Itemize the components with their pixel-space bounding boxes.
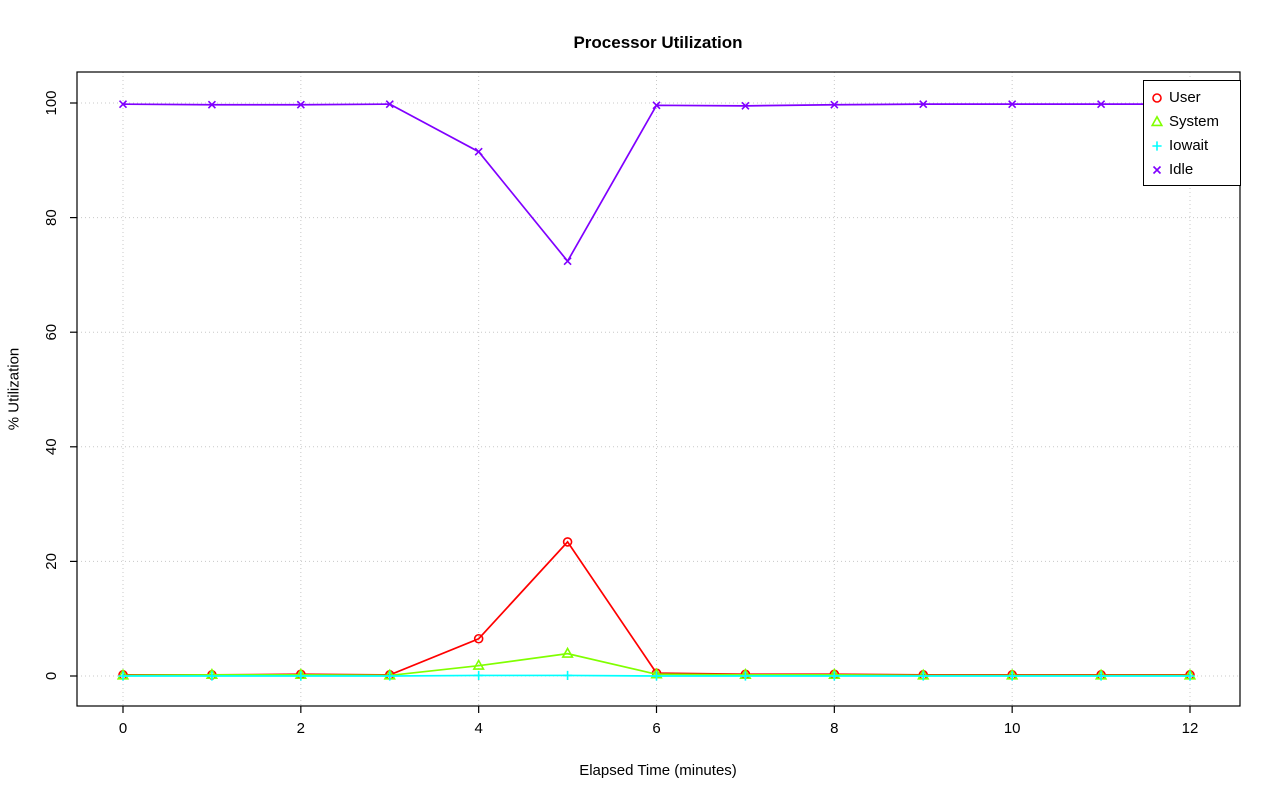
chart-title: Processor Utilization [573,33,743,52]
legend-item-system: System [1144,109,1240,133]
legend: User System Iowait Idle [1143,80,1241,186]
svg-text:20: 20 [43,553,60,570]
triangle-marker-icon [1149,113,1165,129]
svg-text:80: 80 [43,209,60,226]
y-axis-label: % Utilization [5,347,23,431]
tick-labels: 0 2 4 6 8 10 12 0 20 40 60 80 100 [43,90,1198,737]
x-axis-label: Elapsed Time (minutes) [579,762,737,779]
legend-label-idle: Idle [1169,160,1194,178]
x-marker-icon [1149,161,1165,177]
svg-text:100: 100 [43,90,60,115]
svg-text:0: 0 [43,672,60,680]
svg-text:12: 12 [1182,720,1199,737]
legend-item-idle: Idle [1144,157,1240,181]
svg-text:2: 2 [297,720,305,737]
legend-label-system: System [1169,112,1220,130]
legend-item-user: User [1144,85,1240,109]
legend-label-user: User [1169,88,1201,106]
axis-ticks [70,102,1191,713]
svg-text:0: 0 [119,720,127,737]
legend-item-iowait: Iowait [1144,133,1240,157]
svg-text:10: 10 [1004,720,1021,737]
gridlines [77,72,1240,706]
svg-text:8: 8 [830,720,838,737]
legend-label-iowait: Iowait [1169,136,1209,154]
circle-marker-icon [1149,89,1165,105]
plot-border [76,71,1241,707]
svg-text:40: 40 [43,438,60,455]
plus-marker-icon [1149,137,1165,153]
svg-text:4: 4 [474,720,482,737]
series-iowait [118,670,1195,681]
svg-text:60: 60 [43,324,60,341]
svg-text:6: 6 [652,720,660,737]
